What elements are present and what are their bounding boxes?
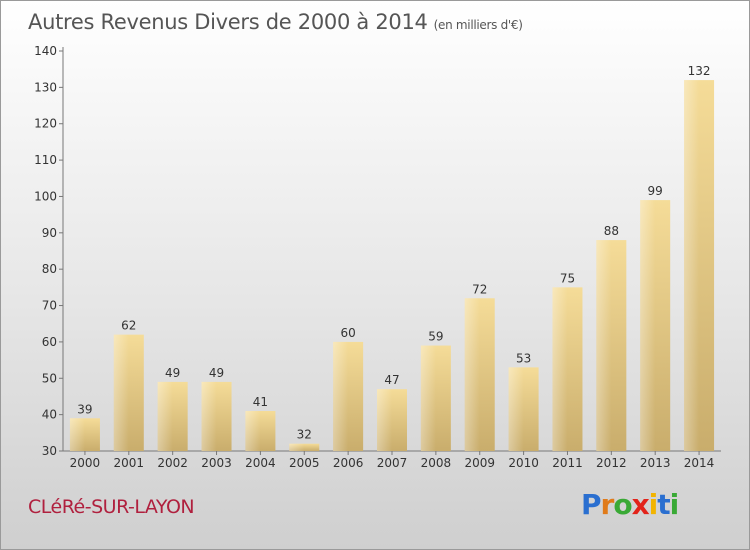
y-tick-label: 60 xyxy=(42,335,57,349)
chart-title: Autres Revenus Divers de 2000 à 2014 (en … xyxy=(28,10,523,34)
proxiti-logo: Proxiti xyxy=(581,488,680,521)
x-tick-label: 2005 xyxy=(289,456,320,470)
x-tick-label: 2010 xyxy=(508,456,539,470)
y-tick-label: 90 xyxy=(42,226,57,240)
bar-highlight xyxy=(596,240,612,451)
bar-value-label: 99 xyxy=(648,184,663,198)
bar-value-label: 62 xyxy=(121,319,136,333)
y-tick-label: 50 xyxy=(42,371,57,385)
logo-letter: r xyxy=(600,488,615,521)
bar-value-label: 49 xyxy=(209,366,224,380)
bar-value-label: 39 xyxy=(77,402,92,416)
bar-value-label: 60 xyxy=(340,326,355,340)
bar-value-label: 32 xyxy=(297,428,312,442)
logo-letter: x xyxy=(631,488,650,521)
bar-highlight xyxy=(113,334,129,451)
bar-highlight xyxy=(508,367,524,451)
bar-highlight xyxy=(640,200,656,451)
bar-value-label: 53 xyxy=(516,351,531,365)
x-tick-label: 2013 xyxy=(640,456,671,470)
data-labels: 39 62 49 49 41 32 60 47 59 72 53 75 88 99 132 xyxy=(77,64,710,442)
y-tick-label: 100 xyxy=(34,189,57,203)
x-tick-label: 2001 xyxy=(114,456,145,470)
bar-value-label: 132 xyxy=(688,64,711,78)
x-tick-label: 2014 xyxy=(684,456,715,470)
x-tick-label: 2004 xyxy=(245,456,276,470)
place-name: CLéRé-SUR-LAYON xyxy=(28,496,195,518)
bar-highlight xyxy=(333,341,349,451)
bar-value-label: 75 xyxy=(560,271,575,285)
chart-title-text: Autres Revenus Divers de 2000 à 2014 xyxy=(28,10,428,34)
x-tick-label: 2009 xyxy=(464,456,495,470)
bar-value-label: 88 xyxy=(604,224,619,238)
bar-value-label: 47 xyxy=(384,373,399,387)
x-tick-label: 2000 xyxy=(70,456,101,470)
bar-highlight xyxy=(464,298,480,451)
bar-value-label: 49 xyxy=(165,366,180,380)
bar-highlight xyxy=(201,381,217,451)
chart-subtitle: (en milliers d'€) xyxy=(433,18,523,32)
bars xyxy=(69,80,715,451)
y-tick-label: 40 xyxy=(42,408,57,422)
x-tick-label: 2006 xyxy=(333,456,364,470)
bar-highlight xyxy=(245,411,261,451)
x-tick-label: 2007 xyxy=(377,456,408,470)
bar-value-label: 59 xyxy=(428,330,443,344)
bar-highlight xyxy=(420,345,436,451)
x-tick-label: 2002 xyxy=(157,456,188,470)
axes: 30 40 50 60 70 80 90 100 110 120 130 140 2000 2001 200… xyxy=(34,44,721,470)
logo-letter: i xyxy=(669,488,680,521)
x-tick-label: 2011 xyxy=(552,456,583,470)
bar-value-label: 41 xyxy=(253,395,268,409)
y-tick-label: 70 xyxy=(42,299,57,313)
bar-highlight xyxy=(377,389,392,451)
logo-letter: i xyxy=(648,488,659,521)
bar-highlight xyxy=(157,381,173,451)
x-tick-label: 2012 xyxy=(596,456,627,470)
y-tick-label: 140 xyxy=(34,44,57,58)
y-tick-label: 30 xyxy=(42,444,57,458)
bar-highlight xyxy=(684,80,700,451)
y-tick-label: 130 xyxy=(34,80,57,94)
x-tick-label: 2008 xyxy=(421,456,452,470)
logo-letter: o xyxy=(613,488,632,521)
y-tick-label: 80 xyxy=(42,262,57,276)
bar-highlight xyxy=(552,287,568,451)
y-tick-label: 120 xyxy=(34,117,57,131)
logo-letter: P xyxy=(581,488,602,521)
bar-value-label: 72 xyxy=(472,282,487,296)
bar-highlight xyxy=(69,418,85,451)
logo-letter: t xyxy=(657,488,670,521)
y-tick-label: 110 xyxy=(34,153,57,167)
bar-highlight xyxy=(289,443,305,451)
x-tick-label: 2003 xyxy=(201,456,232,470)
